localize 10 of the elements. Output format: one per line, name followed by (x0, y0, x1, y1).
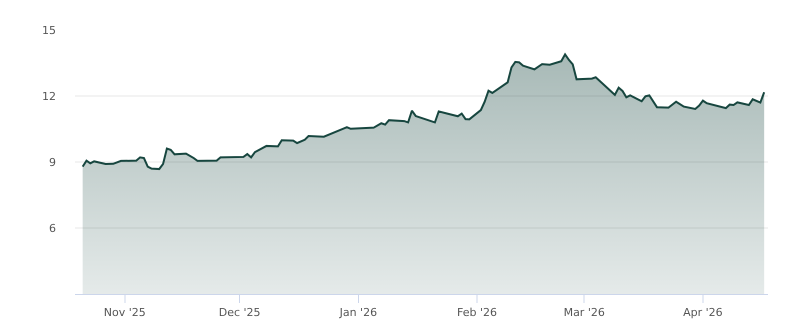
x-tick-label: Apr '26 (683, 306, 723, 320)
x-tick-label: Jan '26 (338, 306, 378, 320)
y-tick-label: 12 (42, 90, 56, 103)
y-tick-label: 15 (42, 24, 56, 37)
y-tick-label: 9 (49, 156, 56, 169)
x-tick-label: Mar '26 (564, 306, 605, 320)
x-tick-label: Dec '25 (218, 306, 261, 320)
x-tick-label: Feb '26 (457, 306, 498, 320)
x-tick-label: Nov '25 (104, 306, 146, 320)
y-tick-label: 6 (49, 222, 56, 235)
